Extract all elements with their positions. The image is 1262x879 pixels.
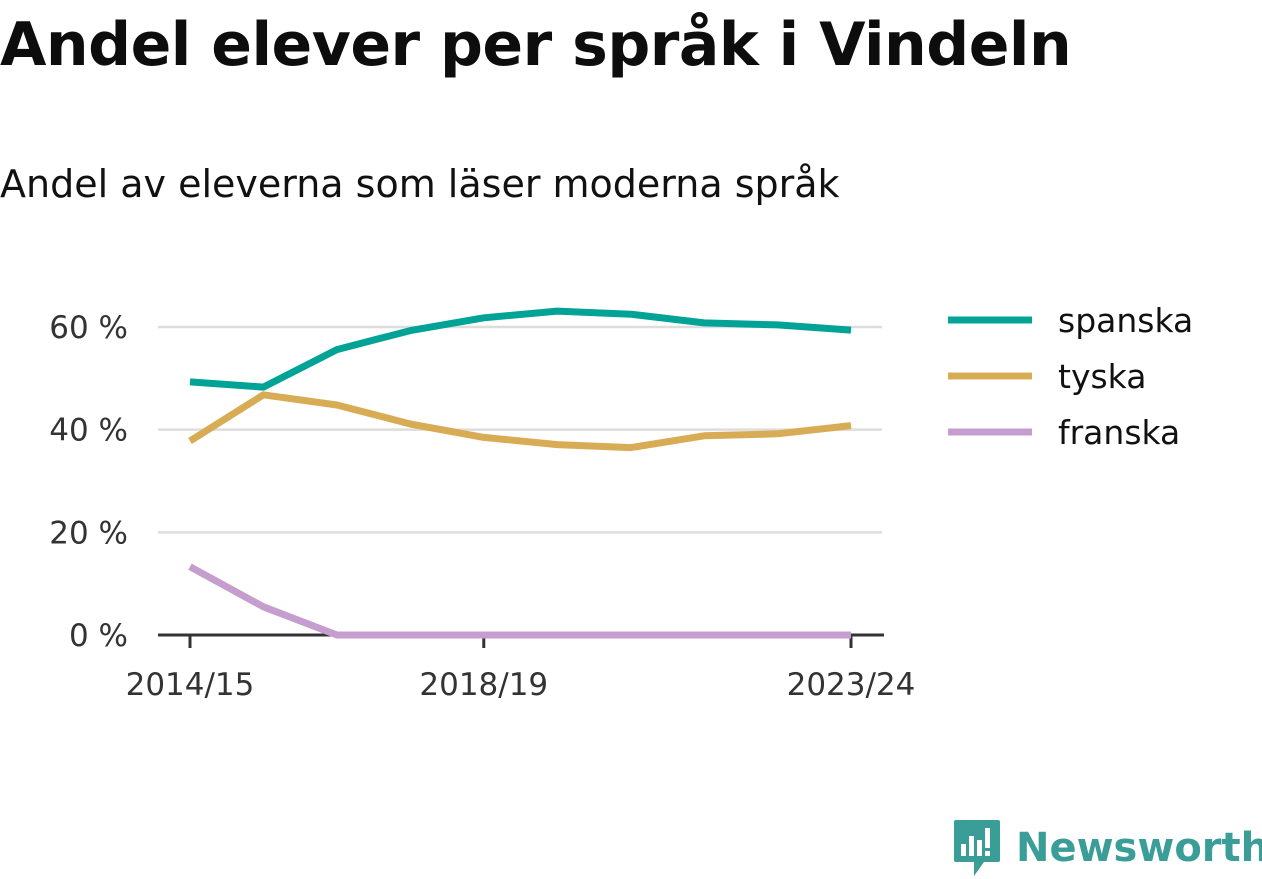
x-axis: 2014/15 2018/19 2023/24 [126,633,916,703]
grid-lines: 0 % 20 % 40 % 60 % [49,310,882,654]
legend-label-franska: franska [1058,413,1180,452]
legend-label-tyska: tyska [1058,357,1146,396]
y-tick-label: 20 % [49,515,128,551]
x-tick-label: 2018/19 [419,667,548,703]
x-tick-label: 2014/15 [126,667,255,703]
y-tick-label: 40 % [49,413,128,449]
series-line-franska [188,563,851,639]
legend-label-spanska: spanska [1058,301,1193,340]
y-tick-label: 60 % [49,310,128,346]
y-tick-label: 0 % [69,618,128,654]
series-line-tyska [188,391,852,452]
legend: spanska tyska franska [948,301,1193,452]
brand-name: Newsworthy [1016,825,1262,871]
chart-title: Andel elever per språk i Vindeln [0,10,1072,80]
x-tick-label: 2023/24 [787,667,916,703]
newsworthy-logo-icon [954,820,1000,876]
brand-logo: Newsworthy [952,818,1262,878]
series-line-spanska [189,307,852,391]
chart-subtitle: Andel av eleverna som läser moderna språ… [0,162,840,206]
series-lines [188,307,852,639]
